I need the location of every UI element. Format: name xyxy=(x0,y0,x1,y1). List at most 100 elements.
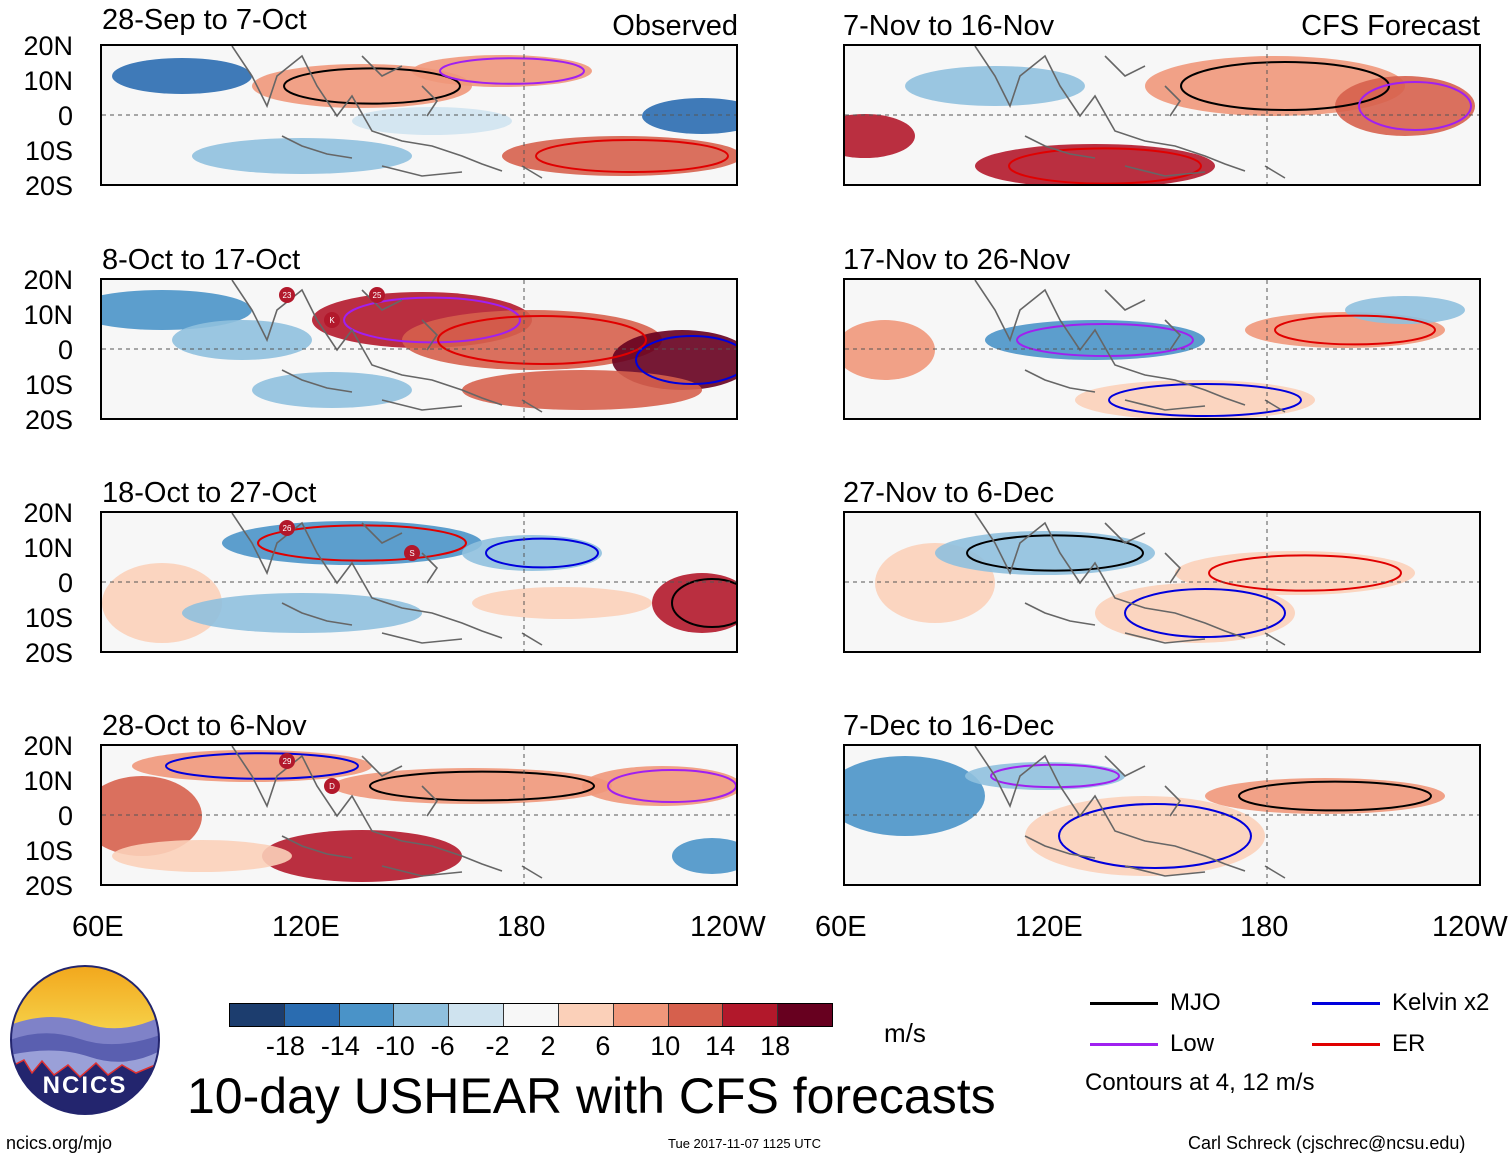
lat-label: 20S xyxy=(24,871,73,901)
wave-contour xyxy=(1108,383,1302,417)
coastline xyxy=(231,746,543,879)
legend-label-kelvin: Kelvin x2 xyxy=(1392,989,1490,1016)
map-field xyxy=(845,46,1479,184)
lat-label: 10S xyxy=(24,370,73,400)
colorbar-label: 6 xyxy=(595,1031,611,1061)
colorbar-swatch xyxy=(284,1004,340,1026)
shear-anomaly-region xyxy=(332,768,612,804)
colorbar-swatch xyxy=(723,1004,779,1026)
storm-marker-label: 26 xyxy=(283,524,292,533)
lat-label: 10S xyxy=(24,836,73,866)
shear-anomaly-region xyxy=(845,320,935,380)
storm-marker: K xyxy=(324,312,340,328)
lon-label-120e-right: 120E xyxy=(1015,911,1083,943)
shear-anomaly-region xyxy=(845,114,915,158)
shear-anomaly-region xyxy=(192,138,412,174)
map-panel-8 xyxy=(843,744,1481,886)
panel-title-7: 27-Nov to 6-Dec xyxy=(843,477,1055,509)
shear-anomaly-region xyxy=(352,107,512,135)
wave-contour xyxy=(485,537,599,569)
colorbar-swatch xyxy=(613,1004,669,1026)
footer-url[interactable]: ncics.org/mjo xyxy=(6,1133,113,1153)
panel-title-8: 7-Dec to 16-Dec xyxy=(843,710,1055,742)
colorbar-swatch xyxy=(230,1004,285,1026)
shear-anomaly-region xyxy=(845,756,985,836)
map-field: 29 D xyxy=(102,746,736,884)
shear-anomaly-region xyxy=(472,587,652,619)
wave-contour xyxy=(635,335,736,385)
lat-label: 0 xyxy=(57,568,73,598)
shear-anomaly-region xyxy=(1335,76,1475,136)
shear-anomaly-region xyxy=(102,563,222,643)
panel-title-5: 7-Nov to 16-Nov xyxy=(843,10,1055,42)
map-field: 26 S xyxy=(102,513,736,651)
wave-contour xyxy=(990,763,1120,789)
shear-anomaly-region xyxy=(252,372,412,408)
lat-label: 10S xyxy=(24,136,73,166)
wave-contour xyxy=(1016,323,1194,357)
wave-contour xyxy=(257,524,467,562)
storm-marker: S xyxy=(404,545,420,561)
shear-anomaly-region xyxy=(1175,551,1415,595)
coastline xyxy=(974,280,1286,413)
shear-anomaly-region xyxy=(1025,796,1265,876)
wave-contour xyxy=(1008,147,1202,184)
lat-label: 20S xyxy=(24,405,73,435)
colorbar-swatch xyxy=(339,1004,395,1026)
panel-title-4: 28-Oct to 6-Nov xyxy=(102,710,307,742)
lat-label: 10N xyxy=(23,766,73,796)
colorbar-swatch xyxy=(558,1004,614,1026)
logo-text: NCICS xyxy=(43,1072,128,1099)
lat-label: 20S xyxy=(24,171,73,201)
colorbar-label: -6 xyxy=(430,1031,455,1061)
coastline xyxy=(974,513,1286,646)
colorbar-label: 14 xyxy=(705,1031,736,1061)
observed-header: Observed xyxy=(612,10,738,42)
legend-label-low: Low xyxy=(1170,1030,1215,1057)
storm-marker: 26 xyxy=(279,520,295,536)
colorbar-swatch xyxy=(778,1004,832,1026)
lat-label: 0 xyxy=(57,801,73,831)
legend-line-mjo xyxy=(1090,1002,1158,1005)
shear-anomaly-region xyxy=(1345,296,1465,324)
figure-title: 10-day USHEAR with CFS forecasts xyxy=(187,1068,996,1124)
footer-timestamp: Tue 2017-11-07 1125 UTC xyxy=(668,1136,821,1151)
shear-anomaly-region xyxy=(1075,380,1315,418)
lat-label: 10N xyxy=(23,66,73,96)
lat-label: 20N xyxy=(23,31,73,61)
colorbar-label: -18 xyxy=(265,1031,305,1061)
wave-contour xyxy=(535,139,729,173)
storm-marker-label: K xyxy=(329,316,335,325)
footer-author: Carl Schreck (cjschrec@ncsu.edu) xyxy=(1188,1133,1466,1153)
map-panel-4: 29 D xyxy=(100,744,738,886)
lon-label-120w-left: 120W xyxy=(690,911,766,943)
lat-label: 10S xyxy=(24,603,73,633)
wave-contour xyxy=(1208,554,1402,592)
storm-marker-label: D xyxy=(329,782,335,791)
lon-label-120w-right: 120W xyxy=(1432,911,1508,943)
colorbar-swatch xyxy=(668,1004,724,1026)
coastline xyxy=(974,746,1286,879)
storm-marker: D xyxy=(324,778,340,794)
storm-marker-label: 23 xyxy=(283,291,292,300)
legend-label-er: ER xyxy=(1392,1030,1426,1057)
wave-contour xyxy=(369,770,595,802)
storm-marker: 29 xyxy=(279,753,295,769)
coastline xyxy=(231,513,543,646)
coastline xyxy=(231,280,543,413)
storm-marker: 25 xyxy=(369,287,385,303)
wave-contour xyxy=(439,57,585,85)
wave-contour xyxy=(607,769,736,803)
wave-contour xyxy=(671,578,736,628)
map-panel-1 xyxy=(100,44,738,186)
storm-marker-label: 29 xyxy=(283,757,292,766)
colorbar-label: -14 xyxy=(320,1031,360,1061)
colorbar-swatch xyxy=(394,1004,450,1026)
panel-title-3: 18-Oct to 27-Oct xyxy=(102,477,317,509)
map-panel-6 xyxy=(843,278,1481,420)
wave-contour xyxy=(966,534,1144,572)
lat-label: 20S xyxy=(24,638,73,668)
lat-label: 0 xyxy=(57,101,73,131)
colorbar-label: -10 xyxy=(375,1031,415,1061)
map-panel-2: 23 K 25 xyxy=(100,278,738,420)
